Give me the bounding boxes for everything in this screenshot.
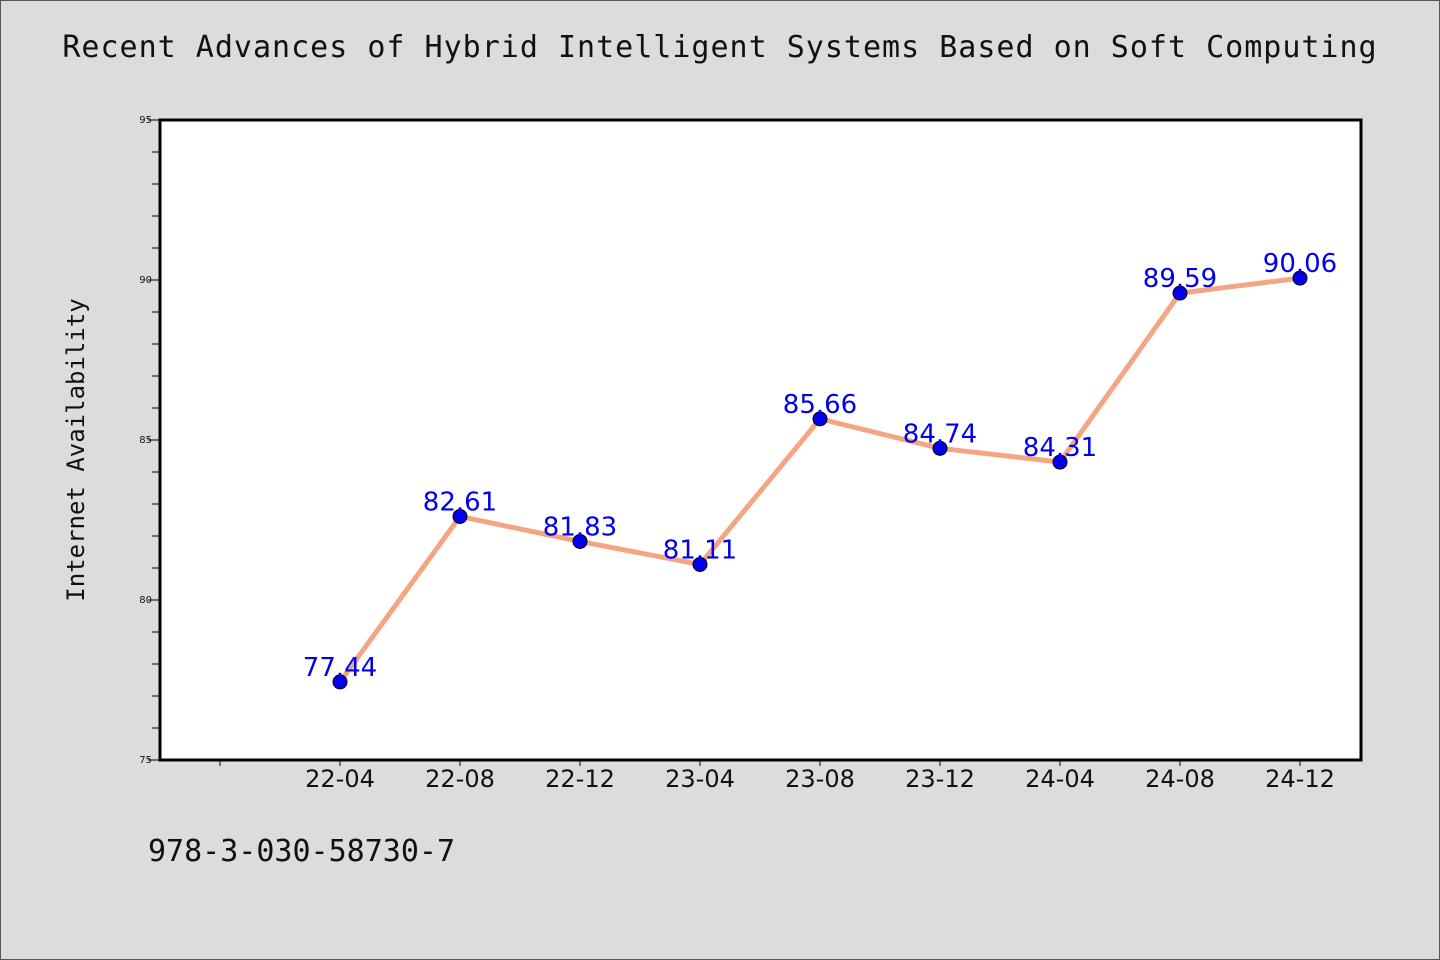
data-point [932,440,948,456]
data-label: 84.31 [1023,433,1097,463]
data-point [812,411,828,427]
y-tick-label: 90 [139,275,152,286]
y-tick-label: 85 [139,435,152,446]
x-tick-label: 24-12 [1265,765,1335,793]
data-points [332,270,1308,690]
x-tick-label: 22-04 [305,765,375,793]
data-label: 81.11 [663,535,737,565]
x-tick-label: 23-08 [785,765,855,793]
data-label: 77.44 [303,653,377,683]
x-axis-ticks: 22-04 22-08 22-12 23-04 23-08 23-12 24-04 24-08… [219,760,1335,793]
x-tick-label: 22-08 [425,765,495,793]
data-label: 81.83 [543,512,617,542]
x-tick-label: 24-04 [1025,765,1095,793]
footnote-isbn: 978-3-030-58730-7 [148,834,456,869]
y-tick-label: 95 [139,115,152,126]
chart-title: Recent Advances of Hybrid Intelligent Sy… [62,30,1378,65]
y-axis-ticks: 75 80 85 90 95 [139,115,160,766]
x-tick-label: 24-08 [1145,765,1215,793]
data-point [1292,270,1308,286]
data-label: 85.66 [783,390,857,420]
data-label: 90.06 [1263,249,1337,279]
data-point [692,556,708,572]
x-tick-label: 22-12 [545,765,615,793]
data-point [332,674,348,690]
x-tick-label: 23-04 [665,765,735,793]
data-point [1172,285,1188,301]
data-point [1052,454,1068,470]
data-point [452,508,468,524]
y-tick-label: 80 [139,595,152,606]
y-tick-label: 75 [139,755,152,766]
y-axis-label: Internet Availability [62,298,90,601]
data-label: 84.74 [903,419,977,449]
data-point [572,533,588,549]
data-label: 89.59 [1143,264,1217,294]
data-labels: 77.44 82.61 81.83 81.11 85.66 84.74 84.31 89.59… [303,249,1337,683]
x-tick-label: 23-12 [905,765,975,793]
data-label: 82.61 [423,487,497,517]
